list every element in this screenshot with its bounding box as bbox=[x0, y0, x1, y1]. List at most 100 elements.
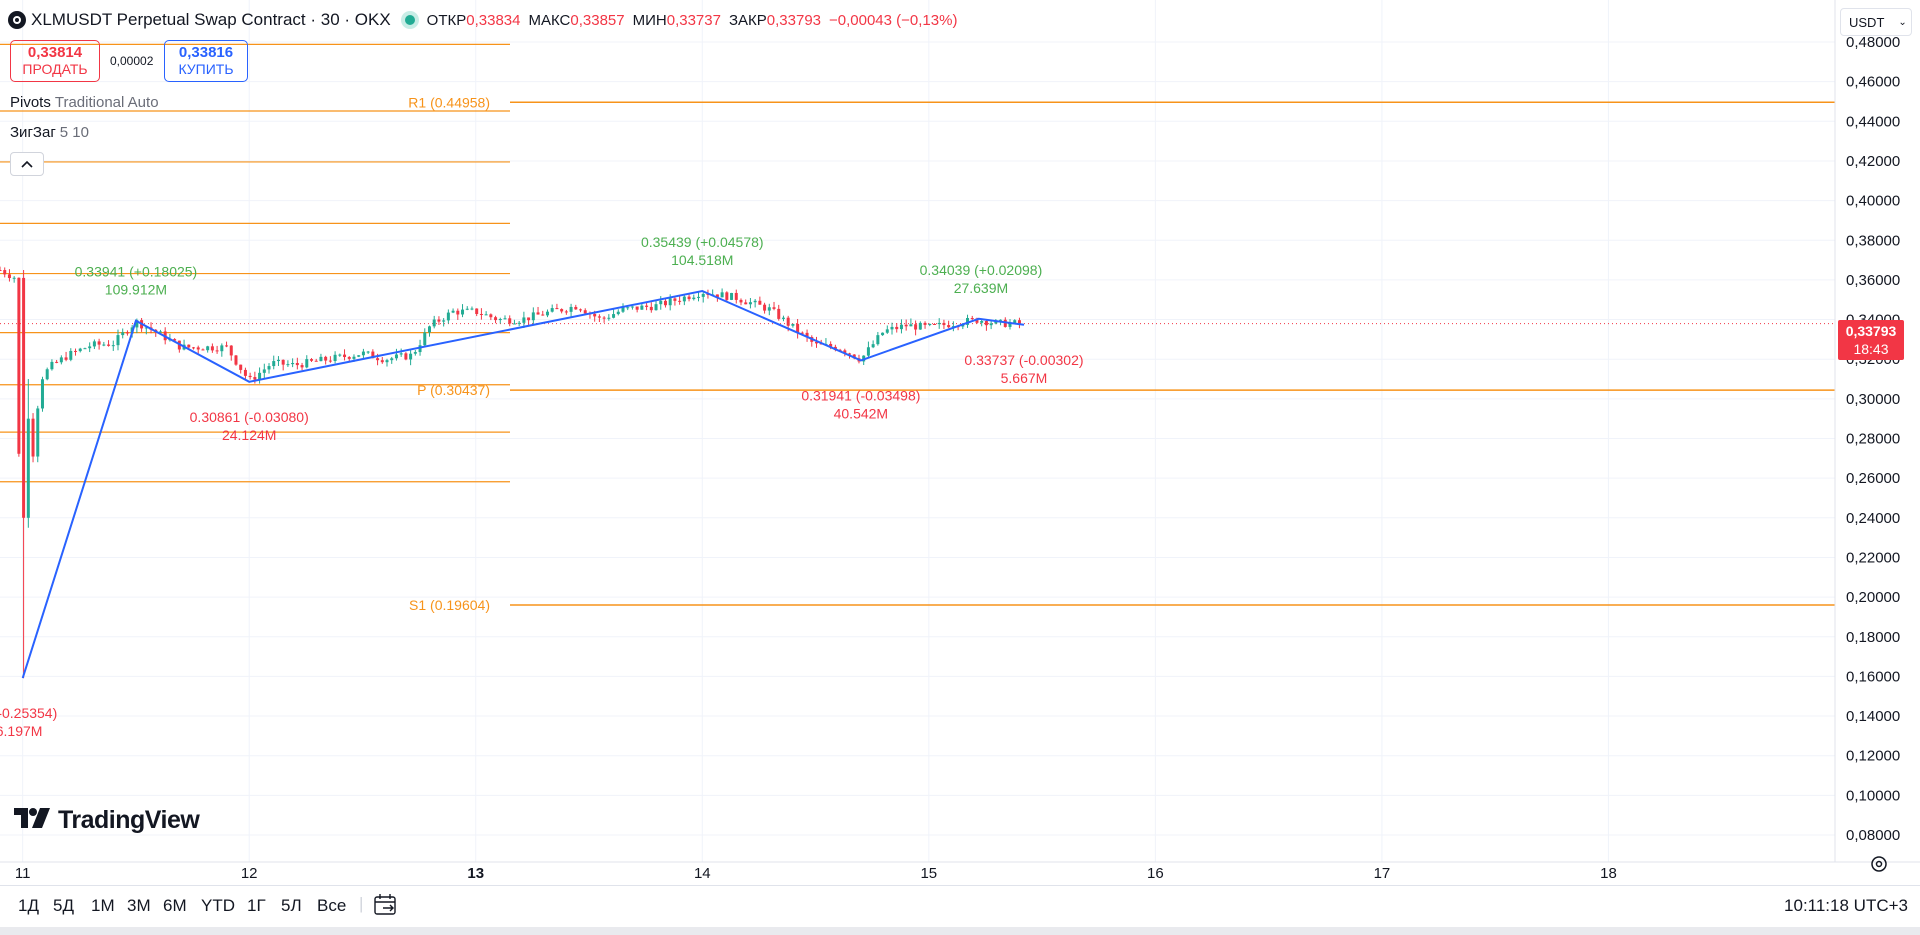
candle-body bbox=[324, 356, 328, 361]
range-1m[interactable]: 1М bbox=[91, 896, 115, 915]
candle-body bbox=[366, 351, 370, 353]
candle-body bbox=[937, 322, 941, 325]
candle-body bbox=[347, 357, 351, 359]
price-axis: 0,48000 0,46000 0,44000 0,42000 0,40000 0,380… bbox=[1834, 0, 1900, 862]
symbol-title[interactable]: XLMUSDT Perpetual Swap Contract · 30 · O… bbox=[31, 10, 391, 29]
candle-body bbox=[970, 317, 974, 319]
candle-body bbox=[602, 317, 606, 319]
candle-body bbox=[734, 292, 738, 300]
pivot-label: R1 (0.44958) bbox=[408, 94, 490, 110]
range-1y[interactable]: 1Г bbox=[247, 896, 266, 915]
indicator-zigzag[interactable]: ЗигЗаг 5 10 bbox=[10, 124, 89, 141]
price-tick-label: 0,10000 bbox=[1846, 787, 1900, 804]
candle-body bbox=[192, 347, 196, 349]
candle-body bbox=[31, 418, 35, 457]
candle-body bbox=[489, 314, 493, 318]
price-tick-label: 0,08000 bbox=[1846, 827, 1900, 844]
time-tick-label: 13 bbox=[467, 865, 484, 882]
candle-body bbox=[848, 353, 852, 355]
candle-body bbox=[668, 298, 672, 306]
candle-body bbox=[555, 308, 559, 310]
price-tick-label: 0,44000 bbox=[1846, 113, 1900, 130]
candle-body bbox=[640, 305, 644, 310]
candle-body bbox=[786, 317, 790, 326]
clock-display[interactable]: 10:11:18 UTC+3 bbox=[1784, 896, 1908, 915]
candle-body bbox=[116, 335, 120, 346]
candle-body bbox=[984, 321, 988, 326]
gear-icon[interactable] bbox=[1868, 853, 1890, 875]
candle-body bbox=[947, 325, 951, 328]
range-1d[interactable]: 1Д bbox=[18, 896, 39, 915]
candle-body bbox=[475, 308, 479, 314]
price-chart[interactable]: R1 (0.44958) P (0.30437) S1 (0.19604) 916 … bbox=[0, 0, 1920, 885]
price-tick-label: 0,46000 bbox=[1846, 74, 1900, 91]
candle-body bbox=[158, 331, 162, 333]
candle-body bbox=[3, 270, 7, 275]
candle-body bbox=[88, 346, 92, 349]
open-label: ОТКР bbox=[426, 11, 467, 29]
candle-body bbox=[55, 361, 59, 363]
candle-body bbox=[498, 318, 502, 321]
zigzag-labels: 916 (-0.25354) 196.197M 0.33941 (+0.18025)… bbox=[0, 234, 1084, 739]
candle-body bbox=[456, 310, 460, 315]
range-6m[interactable]: 6М bbox=[163, 896, 187, 915]
pivot-levels: R1 (0.44958) P (0.30437) S1 (0.19604) bbox=[0, 43, 1835, 613]
candle-body bbox=[248, 375, 252, 378]
toolbar-divider: | bbox=[359, 894, 364, 913]
market-open-dot-icon bbox=[404, 15, 415, 25]
time-tick-label: 15 bbox=[920, 865, 937, 882]
range-all[interactable]: Все bbox=[317, 896, 347, 915]
close-value: 0,33793 bbox=[766, 11, 822, 29]
candle-body bbox=[649, 306, 653, 311]
zigzag-line bbox=[21, 289, 1025, 679]
range-3m[interactable]: 3М bbox=[127, 896, 151, 915]
last-price: 0,33793 bbox=[1845, 323, 1897, 339]
candle-body bbox=[645, 305, 649, 307]
candle-body bbox=[125, 332, 129, 334]
candle-body bbox=[753, 300, 757, 303]
sell-price: 0,33814 bbox=[27, 44, 83, 61]
candle-body bbox=[777, 308, 781, 319]
indicator-params: Traditional Auto bbox=[54, 94, 159, 111]
candle-body bbox=[7, 274, 11, 279]
buy-button[interactable]: 0,33816 КУПИТЬ bbox=[164, 40, 248, 82]
indicator-pivots[interactable]: Pivots Traditional Auto bbox=[10, 94, 159, 111]
candle-body bbox=[654, 304, 658, 311]
candle-body bbox=[12, 277, 16, 279]
candle-body bbox=[800, 332, 804, 334]
candle-body bbox=[144, 327, 148, 329]
candle-body bbox=[763, 304, 767, 311]
candle-body bbox=[593, 313, 597, 317]
zigzag-volume-label: 27.639M bbox=[954, 280, 1008, 296]
candle-body bbox=[663, 300, 667, 306]
candle-body bbox=[715, 294, 719, 298]
candle-body bbox=[612, 314, 616, 318]
change-value: −0,00043 (−0,13%) bbox=[829, 11, 958, 29]
range-ytd[interactable]: YTD bbox=[201, 896, 235, 915]
candle-body bbox=[527, 317, 531, 321]
candle-body bbox=[229, 345, 233, 356]
candle-body bbox=[399, 353, 403, 355]
range-5d[interactable]: 5Д bbox=[53, 896, 74, 915]
candle-body bbox=[300, 365, 304, 368]
zigzag-price-label: 0.30861 (-0.03080) bbox=[190, 409, 309, 425]
open-value: 0,33834 bbox=[466, 11, 521, 29]
currency-dropdown[interactable]: USDT ⌄ bbox=[1840, 8, 1912, 36]
sell-button[interactable]: 0,33814 ПРОДАТЬ bbox=[10, 40, 100, 82]
tradingview-logo[interactable]: TradingView bbox=[14, 806, 200, 835]
collapse-indicators-button[interactable] bbox=[10, 152, 44, 176]
price-tick-label: 0,20000 bbox=[1846, 589, 1900, 606]
calendar-goto-icon[interactable] bbox=[373, 893, 399, 917]
candle-body bbox=[215, 350, 219, 352]
range-5y[interactable]: 5Л bbox=[281, 896, 302, 915]
candle-body bbox=[272, 361, 276, 367]
price-tick-label: 0,30000 bbox=[1846, 391, 1900, 408]
candle-body bbox=[206, 346, 210, 351]
candle-body bbox=[989, 323, 993, 326]
candlesticks bbox=[0, 266, 1021, 679]
candle-body bbox=[427, 326, 431, 333]
time-tick-label: 11 bbox=[15, 865, 31, 882]
candle-body bbox=[135, 320, 139, 328]
high-label: МАКС bbox=[528, 11, 571, 29]
candle-body bbox=[361, 351, 365, 356]
